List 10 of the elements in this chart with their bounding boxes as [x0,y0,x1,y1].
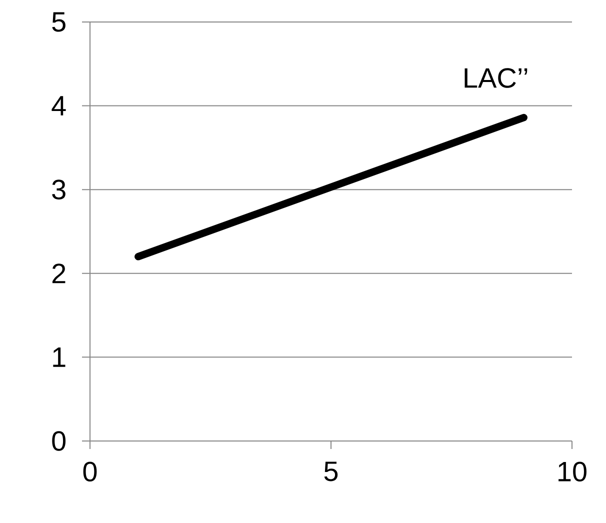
y-tick-label: 0 [52,431,66,451]
y-tick-label: 5 [52,12,66,32]
y-tick-label: 2 [52,264,66,284]
y-tick-label: 4 [52,96,66,116]
x-tick-label: 10 [558,462,586,482]
series-label: LAC’’ [464,68,528,88]
y-tick-label: 3 [52,180,66,200]
x-tick-label: 5 [324,462,338,482]
y-tick-label: 1 [53,348,66,367]
x-tick-label: 0 [83,462,97,482]
